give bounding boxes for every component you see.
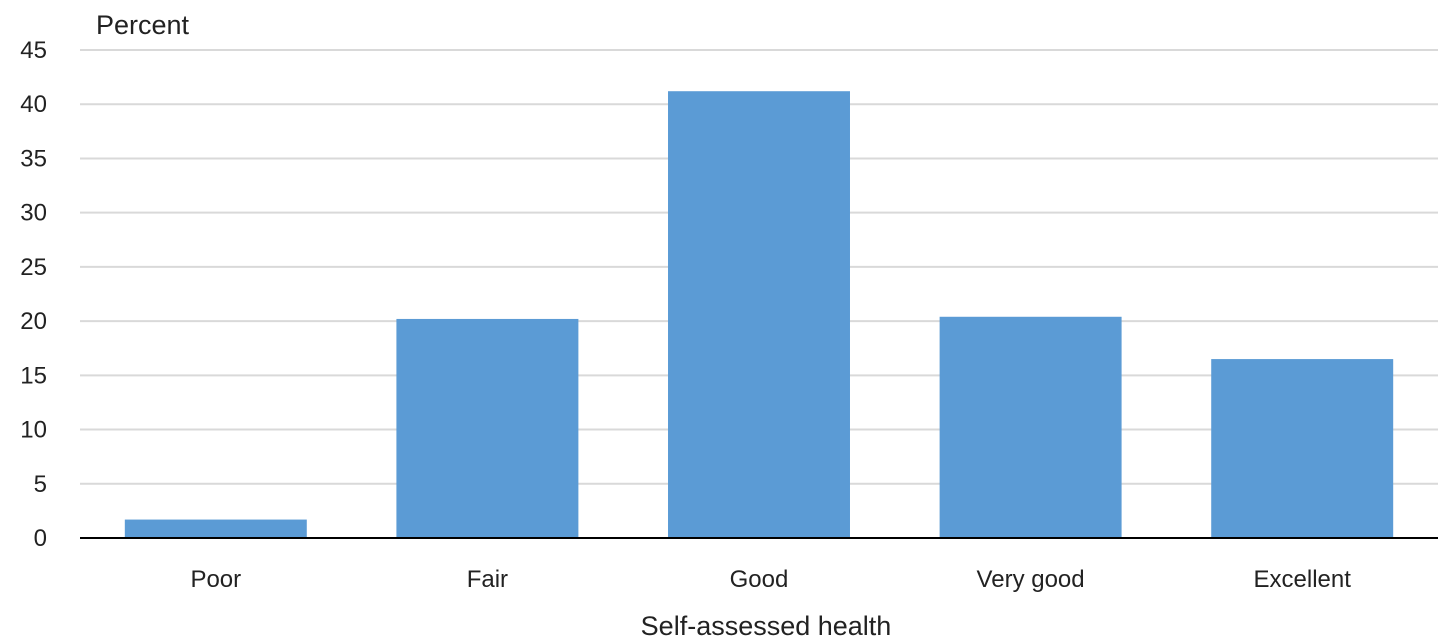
y-axis-title: Percent — [96, 10, 190, 40]
y-tick-label: 45 — [20, 37, 47, 64]
bar-good — [668, 91, 850, 538]
y-tick-label: 35 — [20, 145, 47, 172]
x-category-label: Very good — [977, 566, 1085, 593]
bar-fair — [396, 318, 579, 538]
y-tick-label: 20 — [20, 308, 47, 335]
x-axis-title: Self-assessed health — [641, 611, 892, 641]
bar-excellent — [1211, 359, 1394, 538]
y-tick-label: 40 — [20, 91, 47, 118]
y-tick-label: 0 — [34, 525, 47, 552]
y-tick-label: 25 — [20, 254, 47, 281]
x-category-labels: Poor Fair Good Very good Excellent — [190, 566, 1351, 593]
y-tick-label: 30 — [20, 200, 47, 227]
x-category-label: Fair — [467, 566, 508, 593]
y-tick-label: 15 — [20, 362, 47, 389]
bar-poor — [124, 519, 307, 538]
y-tick-labels: 0 5 10 15 20 25 30 35 40 45 — [20, 37, 47, 552]
x-category-label: Excellent — [1254, 566, 1352, 593]
bar-very-good — [939, 316, 1122, 538]
x-category-label: Poor — [190, 566, 241, 593]
y-tick-label: 5 — [34, 471, 47, 498]
x-category-label: Good — [730, 566, 789, 593]
bars — [124, 91, 1394, 538]
y-tick-label: 10 — [20, 417, 47, 444]
